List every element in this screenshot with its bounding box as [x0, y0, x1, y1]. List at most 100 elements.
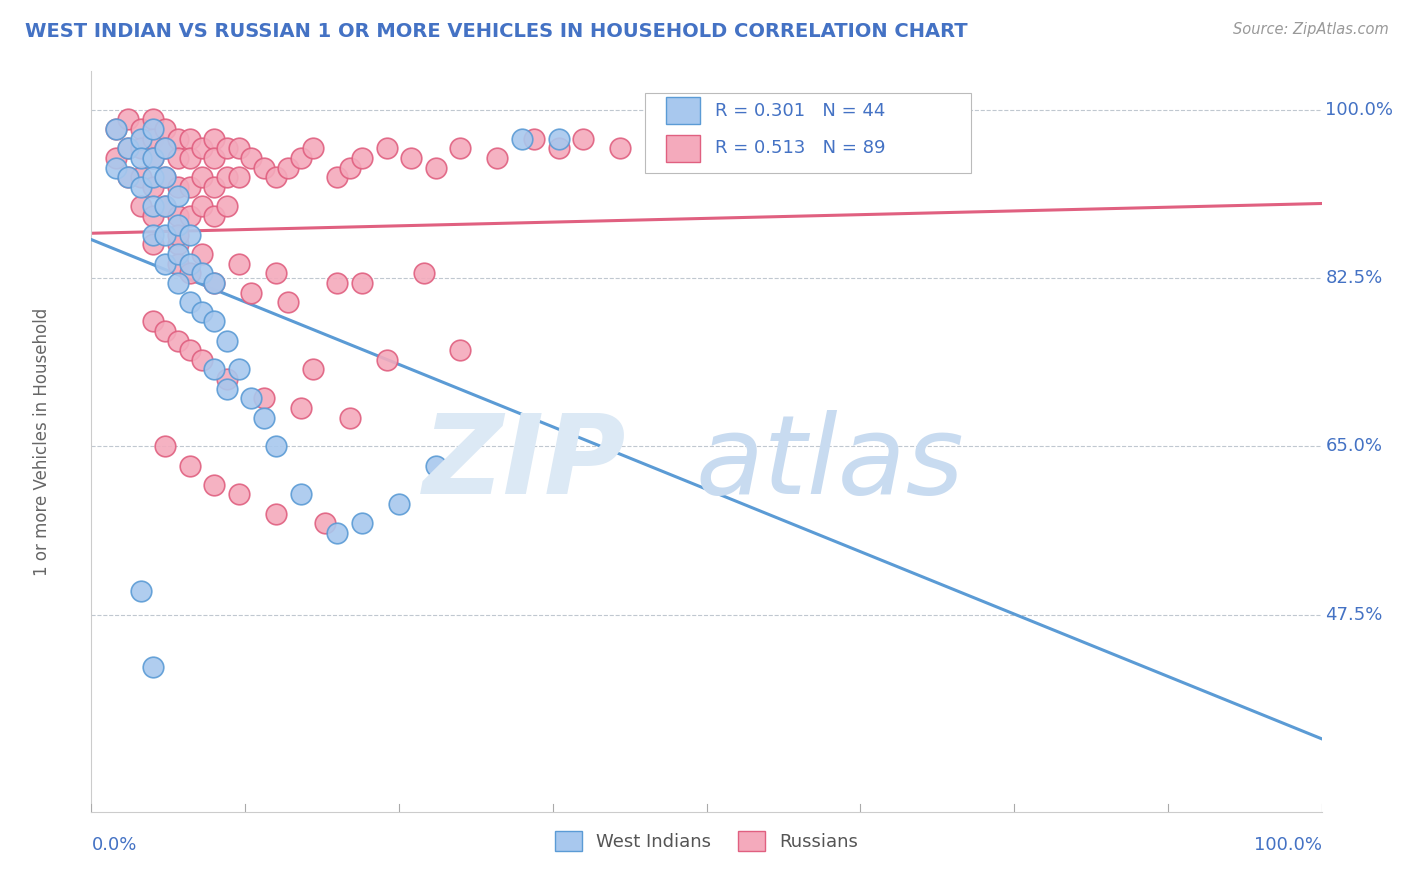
Point: [658, 131, 681, 145]
Text: atlas: atlas: [695, 410, 965, 517]
Point: [179, 179, 201, 194]
Point: [202, 276, 225, 290]
Point: [153, 122, 177, 136]
Point: [449, 141, 471, 155]
Point: [202, 276, 225, 290]
Point: [142, 199, 165, 213]
Legend: West Indians, Russians: West Indians, Russians: [547, 824, 866, 858]
Point: [142, 170, 165, 185]
Point: [129, 131, 152, 145]
Point: [202, 179, 225, 194]
Point: [142, 112, 165, 127]
Bar: [666, 135, 700, 161]
Text: 100.0%: 100.0%: [1254, 836, 1322, 854]
Point: [142, 227, 165, 242]
Point: [486, 151, 509, 165]
Point: [166, 179, 188, 194]
Point: [228, 141, 250, 155]
Point: [105, 161, 127, 175]
Point: [166, 334, 188, 348]
Point: [510, 131, 533, 145]
Point: [166, 218, 188, 232]
Point: [142, 660, 165, 674]
Text: R = 0.301   N = 44: R = 0.301 N = 44: [716, 102, 886, 120]
Point: [142, 179, 165, 194]
Point: [253, 410, 276, 425]
Point: [202, 209, 225, 223]
Point: [228, 487, 250, 501]
Point: [326, 170, 349, 185]
Point: [129, 583, 152, 598]
Point: [179, 257, 201, 271]
Point: [153, 439, 177, 453]
Point: [166, 276, 188, 290]
Point: [153, 227, 177, 242]
Point: [290, 487, 312, 501]
Point: [277, 295, 299, 310]
Point: [290, 151, 312, 165]
Point: [215, 334, 238, 348]
Point: [153, 170, 177, 185]
Point: [179, 151, 201, 165]
Text: ZIP: ZIP: [423, 410, 627, 517]
Point: [375, 141, 398, 155]
Point: [142, 314, 165, 328]
Point: [166, 189, 188, 203]
Point: [129, 179, 152, 194]
Point: [191, 141, 214, 155]
Bar: [666, 97, 700, 124]
Text: 0.0%: 0.0%: [91, 836, 136, 854]
Point: [326, 525, 349, 540]
Point: [425, 458, 447, 473]
Point: [129, 170, 152, 185]
Point: [264, 507, 287, 521]
Point: [191, 199, 214, 213]
Point: [179, 295, 201, 310]
Point: [117, 170, 139, 185]
Point: [290, 401, 312, 415]
Point: [228, 257, 250, 271]
Point: [264, 266, 287, 280]
Point: [153, 199, 177, 213]
Point: [572, 131, 595, 145]
Point: [314, 516, 336, 531]
Point: [142, 209, 165, 223]
Point: [191, 170, 214, 185]
Point: [202, 151, 225, 165]
Point: [240, 285, 263, 300]
Text: WEST INDIAN VS RUSSIAN 1 OR MORE VEHICLES IN HOUSEHOLD CORRELATION CHART: WEST INDIAN VS RUSSIAN 1 OR MORE VEHICLE…: [25, 22, 967, 41]
Text: Source: ZipAtlas.com: Source: ZipAtlas.com: [1233, 22, 1389, 37]
Text: R = 0.513   N = 89: R = 0.513 N = 89: [716, 139, 886, 157]
Point: [202, 362, 225, 376]
Point: [388, 497, 411, 511]
Point: [215, 199, 238, 213]
Point: [153, 199, 177, 213]
Point: [412, 266, 434, 280]
Point: [253, 161, 276, 175]
Point: [425, 161, 447, 175]
Point: [117, 170, 139, 185]
Point: [399, 151, 422, 165]
Point: [179, 131, 201, 145]
Point: [301, 141, 323, 155]
Point: [153, 324, 177, 338]
Text: 65.0%: 65.0%: [1326, 437, 1382, 455]
Point: [264, 170, 287, 185]
Point: [240, 151, 263, 165]
Point: [117, 112, 139, 127]
Point: [179, 266, 201, 280]
Point: [523, 131, 546, 145]
Point: [166, 227, 188, 242]
Point: [215, 382, 238, 396]
Point: [129, 141, 152, 155]
Point: [228, 170, 250, 185]
Point: [129, 199, 152, 213]
Point: [153, 170, 177, 185]
Point: [153, 141, 177, 155]
FancyBboxPatch shape: [645, 93, 972, 173]
Point: [179, 209, 201, 223]
Point: [547, 131, 569, 145]
Point: [117, 141, 139, 155]
Point: [179, 227, 201, 242]
Point: [153, 257, 177, 271]
